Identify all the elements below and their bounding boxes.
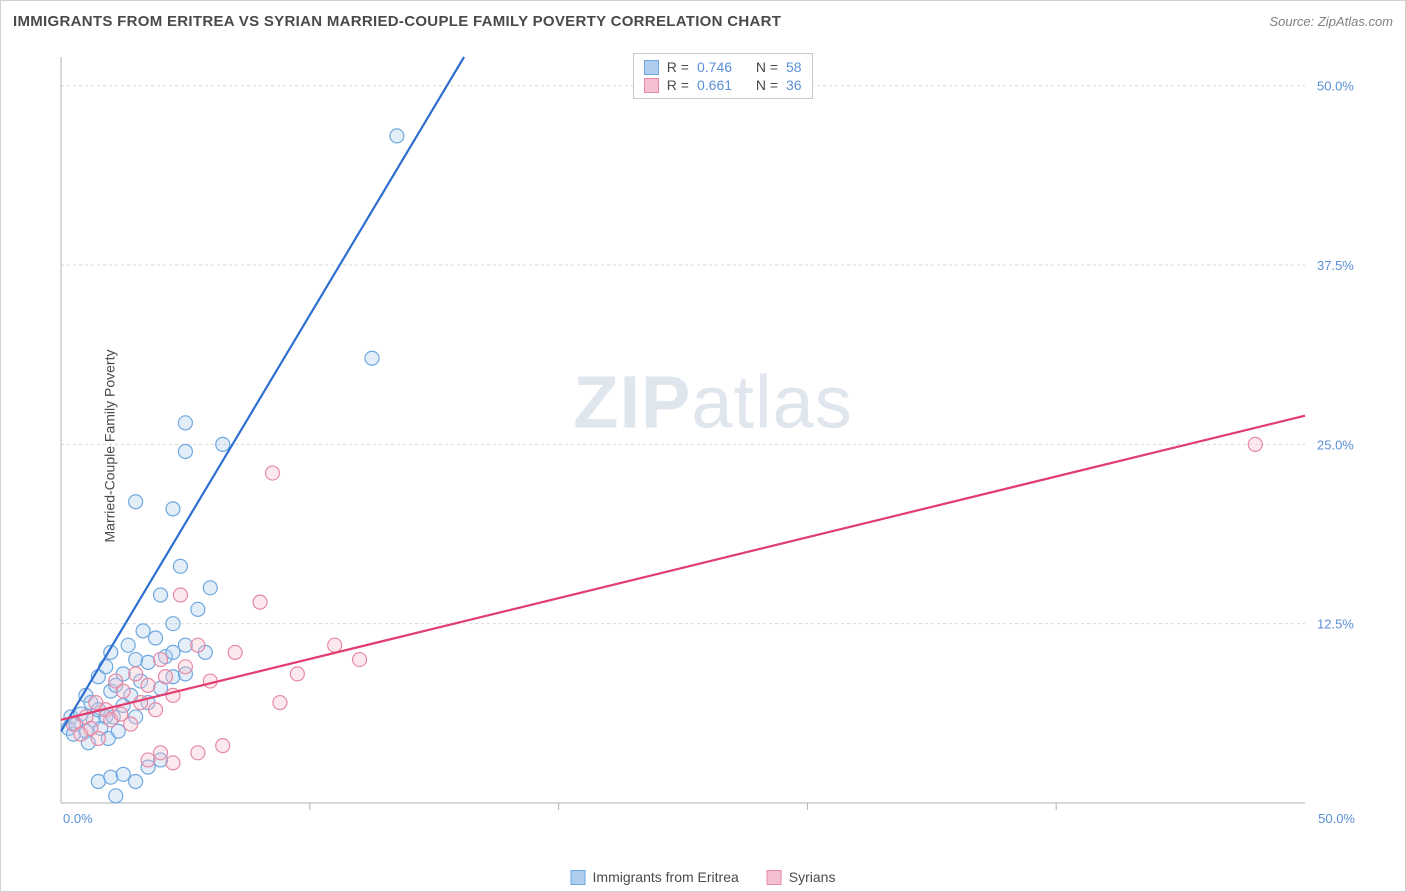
r-label: R = (667, 77, 689, 93)
r-value: 0.746 (697, 59, 732, 75)
title-bar: IMMIGRANTS FROM ERITREA VS SYRIAN MARRIE… (1, 1, 1405, 41)
correlation-legend: R = 0.746 N = 58 R = 0.661 N = 36 (633, 53, 813, 99)
source-attribution: Source: ZipAtlas.com (1269, 14, 1393, 29)
legend-label: Immigrants from Eritrea (593, 869, 739, 885)
svg-text:50.0%: 50.0% (1318, 811, 1355, 826)
legend-label: Syrians (789, 869, 836, 885)
svg-text:25.0%: 25.0% (1317, 437, 1354, 452)
chart-title: IMMIGRANTS FROM ERITREA VS SYRIAN MARRIE… (13, 13, 781, 30)
series-legend: Immigrants from Eritrea Syrians (571, 869, 836, 885)
svg-text:12.5%: 12.5% (1317, 617, 1354, 632)
svg-text:37.5%: 37.5% (1317, 258, 1354, 273)
legend-row-syrians: R = 0.661 N = 36 (644, 76, 802, 94)
scatter-chart: 12.5% 25.0% 37.5% 50.0% 0.0% 50.0% (51, 51, 1375, 831)
plot-area: ZIPatlas 12.5%25.0%37.5%50.0%0.0%50.0% (51, 51, 1375, 831)
svg-text:0.0%: 0.0% (63, 811, 93, 826)
legend-row-eritrea: R = 0.746 N = 58 (644, 58, 802, 76)
svg-text:50.0%: 50.0% (1317, 79, 1354, 94)
n-value: 36 (786, 77, 802, 93)
n-label: N = (756, 59, 778, 75)
swatch-icon (571, 870, 586, 885)
legend-item-eritrea: Immigrants from Eritrea (571, 869, 739, 885)
legend-item-syrians: Syrians (767, 869, 836, 885)
n-value: 58 (786, 59, 802, 75)
r-label: R = (667, 59, 689, 75)
swatch-icon (644, 78, 659, 93)
r-value: 0.661 (697, 77, 732, 93)
chart-container: IMMIGRANTS FROM ERITREA VS SYRIAN MARRIE… (0, 0, 1406, 892)
swatch-icon (644, 60, 659, 75)
n-label: N = (756, 77, 778, 93)
swatch-icon (767, 870, 782, 885)
